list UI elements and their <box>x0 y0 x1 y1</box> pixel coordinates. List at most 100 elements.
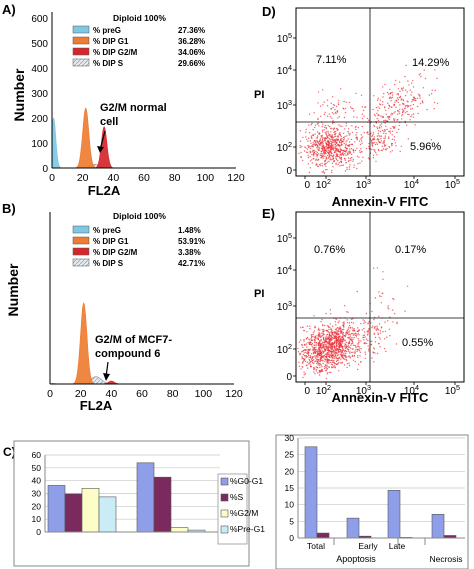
panel-d-event-dot <box>376 135 379 137</box>
panel-d-event-dot <box>331 152 333 155</box>
panel-b-legend-swatch <box>72 225 90 234</box>
panel-e-event-dot <box>302 353 305 356</box>
panel-e-event-dot <box>364 351 366 353</box>
panel-d-quadrant-top-right: 14.29% <box>412 57 450 69</box>
panel-d-event-dot <box>330 138 332 140</box>
panel-c-bar--s <box>153 476 172 533</box>
panel-b-legend-swatch <box>72 236 90 245</box>
panel-e-event-dot <box>389 316 391 318</box>
panel-d-event-dot <box>313 155 315 157</box>
panel-d-event-dot <box>383 142 386 144</box>
panel-e-event-dot <box>333 359 335 362</box>
panel-d-event-dot <box>332 120 334 122</box>
panel-d-event-dot <box>391 96 394 99</box>
panel-e-event-dot <box>326 359 328 361</box>
panel-e-event-dot <box>328 328 330 331</box>
panel-b-annotation-line2: compound 6 <box>95 348 160 360</box>
panel-d-event-dot <box>351 131 354 133</box>
panel-d-event-dot <box>361 151 363 153</box>
panel-d-event-dot <box>327 124 329 127</box>
panel-d-event-dot <box>339 165 341 167</box>
panel-e-event-dot <box>384 321 386 323</box>
panel-d-event-dot <box>331 155 334 157</box>
panel-b-xlabel: FL2A <box>80 398 113 413</box>
panel-d-event-dot <box>319 138 321 140</box>
panel-e-event-dot <box>326 365 328 368</box>
panel-d-event-dot <box>392 118 395 120</box>
panel-e-event-dot <box>343 335 346 337</box>
panel-d-event-dot <box>327 142 330 144</box>
panel-d-event-dot <box>340 158 343 161</box>
panel-d-event-dot <box>326 135 328 137</box>
panel-f-ytick-label: 15 <box>285 483 295 493</box>
panel-e-event-dot <box>344 343 347 346</box>
panel-e-event-dot <box>338 342 341 344</box>
panel-d-event-dot <box>373 113 376 116</box>
panel-e-event-dot <box>404 310 406 312</box>
panel-e-event-dot <box>335 346 338 348</box>
panel-d-event-dot <box>394 118 396 120</box>
panel-e-event-dot <box>396 322 398 325</box>
panel-d-event-dot <box>354 149 357 152</box>
panel-e-event-dot <box>304 344 306 346</box>
panel-d-event-dot <box>402 98 404 101</box>
panel-d-event-dot <box>378 149 380 152</box>
panel-a-xtick-label: 120 <box>227 172 245 184</box>
panel-d-event-dot <box>380 104 382 106</box>
panel-e-event-dot <box>342 324 345 326</box>
panel-d-event-dot <box>401 111 404 114</box>
panel-d-event-dot <box>311 122 313 125</box>
panel-e-event-dot <box>358 341 360 344</box>
panel-d-event-dot <box>322 145 325 147</box>
panel-e-event-dot <box>308 352 310 354</box>
panel-a-area--preg <box>51 117 63 169</box>
panel-d-event-dot <box>408 114 410 116</box>
panel-d-event-dot <box>308 137 310 139</box>
panel-e-event-dot <box>318 341 320 344</box>
panel-e-event-dot <box>343 352 345 354</box>
panel-e-event-dot <box>331 338 333 341</box>
panel-d-event-dot <box>377 138 380 141</box>
panel-e-event-dot <box>324 356 327 358</box>
panel-d-event-dot <box>434 89 436 92</box>
panel-e-event-dot <box>314 340 316 342</box>
panel-d-event-dot <box>350 159 352 161</box>
panel-e-event-dot <box>311 359 314 362</box>
panel-d-event-dot <box>384 107 386 109</box>
panel-d-event-dot <box>393 112 395 114</box>
panel-d-event-dot <box>316 123 319 125</box>
panel-d-event-dot <box>326 99 329 101</box>
panel-e-event-dot <box>354 349 357 351</box>
panel-c-bar--g2-m <box>81 487 100 533</box>
panel-e-event-dot <box>322 338 325 341</box>
panel-d-event-dot <box>399 90 401 92</box>
panel-e-event-dot <box>327 349 329 351</box>
panel-d-event-dot <box>347 151 349 153</box>
panel-d-event-dot <box>325 150 328 153</box>
panel-e-event-dot <box>344 350 346 353</box>
panel-e-event-dot <box>303 340 305 342</box>
panel-d-event-dot <box>347 157 350 159</box>
panel-d-event-dot <box>326 105 329 107</box>
panel-e-event-dot <box>364 336 366 338</box>
panel-e-event-dot <box>322 346 325 348</box>
panel-d-event-dot <box>307 151 309 154</box>
panel-e-event-dot <box>327 351 329 354</box>
panel-e-event-dot <box>324 365 326 368</box>
panel-d-event-dot <box>325 158 327 160</box>
panel-e-event-dot <box>309 327 311 330</box>
panel-d-event-dot <box>337 117 339 119</box>
panel-d-event-dot <box>360 134 362 136</box>
panel-d-event-dot <box>380 126 383 128</box>
panel-d-xlabel: Annexin-V FITC <box>332 194 429 209</box>
panel-e-event-dot <box>336 330 338 332</box>
panel-d-event-dot <box>379 99 381 101</box>
panel-e-event-dot <box>368 350 370 352</box>
panel-e-event-dot <box>306 325 308 327</box>
panel-e-event-dot <box>315 360 317 362</box>
panel-e-event-dot <box>345 334 347 336</box>
scatter-e: E) PI 0 102 103 104 105 0 102 103 104 105 0.76% 0… <box>254 206 465 405</box>
panel-c-legend-label: %G2/M <box>230 508 258 518</box>
panel-d-event-dot <box>388 116 391 119</box>
